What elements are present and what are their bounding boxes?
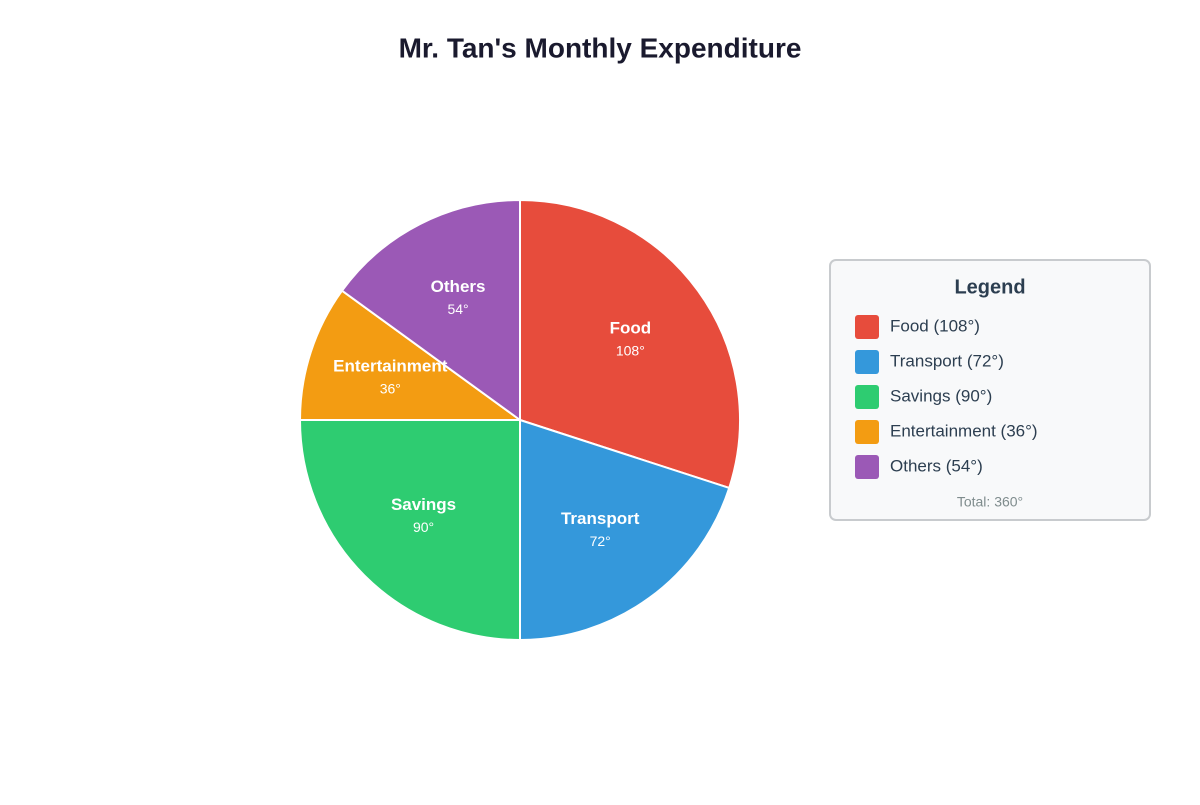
legend-swatch — [855, 315, 879, 339]
slice-label: Savings — [391, 495, 456, 514]
legend-total: Total: 360° — [957, 494, 1023, 510]
slice-value: 108° — [616, 343, 645, 359]
slice-label: Food — [610, 318, 652, 337]
slice-value: 72° — [590, 533, 611, 549]
slice-label: Others — [431, 277, 486, 296]
legend-swatch — [855, 385, 879, 409]
pie-slice — [519, 418, 731, 642]
pie-slice — [519, 198, 741, 490]
slice-value: 36° — [380, 381, 401, 397]
slice-label: Entertainment — [333, 356, 448, 375]
legend-box — [829, 259, 1151, 521]
legend-title: Legend — [954, 276, 1025, 298]
slice-value: 90° — [413, 519, 434, 535]
legend-swatch — [855, 350, 879, 374]
slice-value: 54° — [447, 301, 468, 317]
pie-slice — [298, 419, 521, 642]
legend-label: Entertainment (36°) — [890, 421, 1038, 440]
legend-swatch — [855, 420, 879, 444]
legend-label: Transport (72°) — [890, 351, 1004, 370]
legend-label: Savings (90°) — [890, 386, 992, 405]
pie-slice — [340, 198, 521, 422]
legend-swatch — [855, 455, 879, 479]
slice-label: Transport — [561, 509, 640, 528]
pie-slice — [298, 289, 524, 421]
chart-title: Mr. Tan's Monthly Expenditure — [399, 32, 802, 63]
legend-label: Food (108°) — [890, 316, 980, 335]
legend-label: Others (54°) — [890, 456, 983, 475]
